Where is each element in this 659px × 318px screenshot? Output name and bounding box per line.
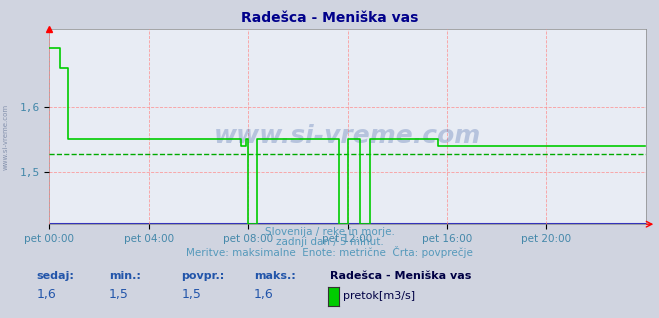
Text: maks.:: maks.: bbox=[254, 272, 295, 281]
Text: zadnji dan / 5 minut.: zadnji dan / 5 minut. bbox=[275, 237, 384, 247]
Text: www.si-vreme.com: www.si-vreme.com bbox=[2, 104, 9, 170]
Text: Radešca - Meniška vas: Radešca - Meniška vas bbox=[330, 272, 471, 281]
Text: sedaj:: sedaj: bbox=[36, 272, 74, 281]
Text: pretok[m3/s]: pretok[m3/s] bbox=[343, 291, 415, 301]
Text: 1,5: 1,5 bbox=[109, 287, 129, 301]
Text: Slovenija / reke in morje.: Slovenija / reke in morje. bbox=[264, 227, 395, 237]
Text: Radešca - Meniška vas: Radešca - Meniška vas bbox=[241, 11, 418, 25]
Text: 1,5: 1,5 bbox=[181, 287, 201, 301]
Text: 1,6: 1,6 bbox=[254, 287, 273, 301]
Text: 1,6: 1,6 bbox=[36, 287, 56, 301]
Text: povpr.:: povpr.: bbox=[181, 272, 225, 281]
Text: min.:: min.: bbox=[109, 272, 140, 281]
Text: www.si-vreme.com: www.si-vreme.com bbox=[214, 124, 481, 148]
Text: Meritve: maksimalne  Enote: metrične  Črta: povprečje: Meritve: maksimalne Enote: metrične Črta… bbox=[186, 246, 473, 259]
